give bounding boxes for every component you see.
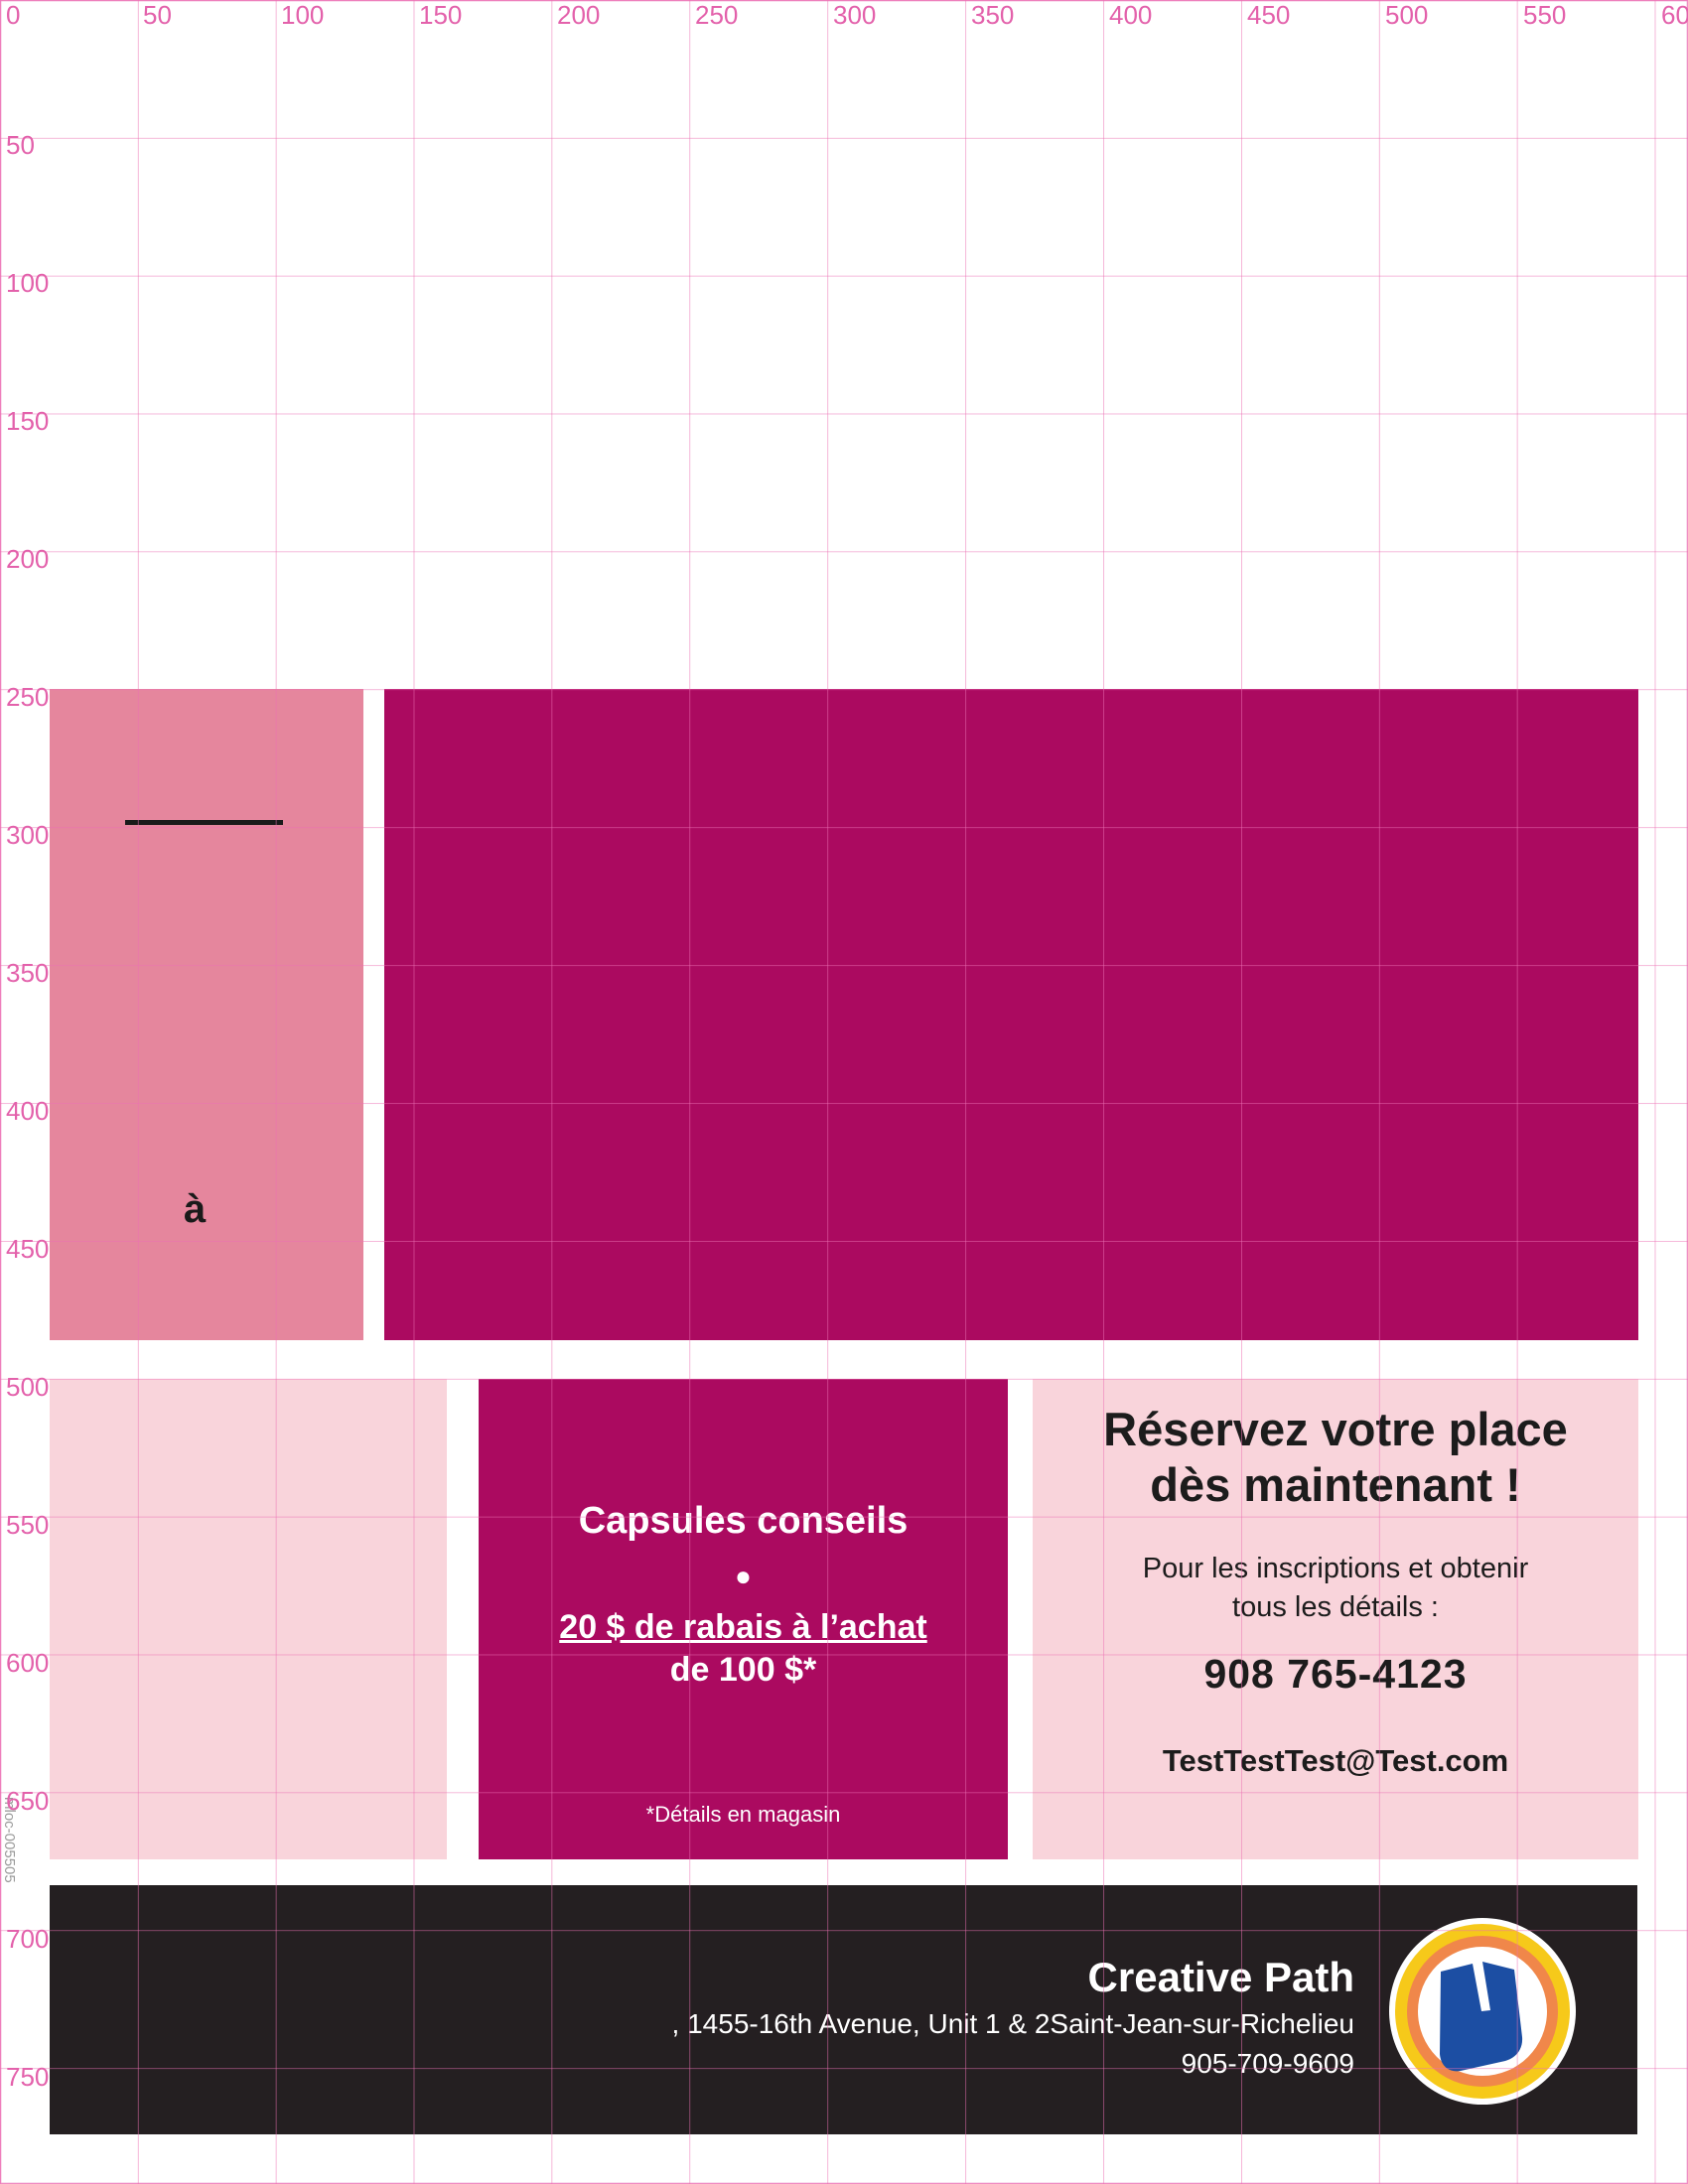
svg-text:150: 150 xyxy=(6,406,49,436)
svg-text:250: 250 xyxy=(695,0,738,30)
svg-text:200: 200 xyxy=(6,544,49,574)
svg-text:400: 400 xyxy=(1109,0,1152,30)
svg-text:550: 550 xyxy=(1523,0,1566,30)
svg-text:750: 750 xyxy=(6,2062,49,2092)
svg-text:150: 150 xyxy=(419,0,462,30)
svg-text:350: 350 xyxy=(971,0,1014,30)
svg-text:500: 500 xyxy=(1385,0,1428,30)
svg-text:400: 400 xyxy=(6,1096,49,1126)
svg-text:100: 100 xyxy=(281,0,324,30)
svg-text:300: 300 xyxy=(833,0,876,30)
svg-text:550: 550 xyxy=(6,1510,49,1540)
svg-text:100: 100 xyxy=(6,268,49,298)
svg-text:50: 50 xyxy=(6,130,35,160)
svg-text:0: 0 xyxy=(6,0,20,30)
svg-text:50: 50 xyxy=(143,0,172,30)
svg-text:250: 250 xyxy=(6,682,49,712)
svg-text:600: 600 xyxy=(6,1648,49,1678)
svg-text:300: 300 xyxy=(6,820,49,850)
svg-text:450: 450 xyxy=(1247,0,1290,30)
svg-text:500: 500 xyxy=(6,1372,49,1402)
svg-text:200: 200 xyxy=(557,0,600,30)
svg-text:600: 600 xyxy=(1661,0,1688,30)
svg-text:450: 450 xyxy=(6,1234,49,1264)
svg-text:700: 700 xyxy=(6,1924,49,1954)
svg-text:350: 350 xyxy=(6,958,49,988)
